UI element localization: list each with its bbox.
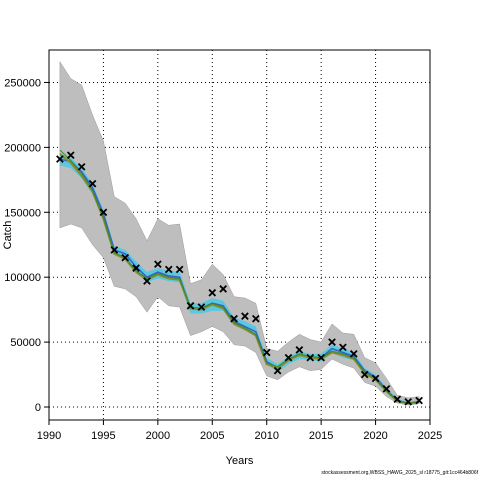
observed-marker-1994	[88, 179, 97, 188]
observed-marker-stroke	[295, 346, 304, 354]
observed-marker-stroke	[262, 348, 271, 357]
observed-marker-stroke	[404, 397, 413, 406]
observed-marker-stroke	[306, 353, 315, 362]
observed-marker-stroke	[251, 314, 260, 323]
observed-marker-stroke	[143, 277, 151, 285]
observed-marker-stroke	[230, 314, 238, 323]
observed-marker-stroke	[382, 385, 391, 393]
fitted-catch-line	[59, 158, 420, 404]
observed-marker-stroke	[99, 208, 108, 217]
observed-marker-1997	[121, 253, 130, 262]
observed-marker-stroke	[371, 374, 380, 383]
observed-marker-stroke	[219, 285, 228, 293]
observed-marker-2018	[349, 349, 358, 358]
y-tick-label-100000: 100000	[4, 272, 41, 284]
observed-marker-stroke	[241, 312, 249, 320]
observed-marker-2008	[241, 312, 249, 320]
confidence-bands	[59, 60, 420, 406]
observed-marker-1993	[77, 163, 86, 171]
observed-marker-2011	[273, 366, 282, 375]
observed-marker-stroke	[132, 264, 140, 272]
observed-marker-stroke	[77, 163, 86, 171]
observed-marker-stroke	[284, 353, 293, 362]
observed-marker-stroke	[88, 179, 97, 188]
observed-marker-2004	[197, 303, 206, 311]
observed-marker-2021	[382, 385, 391, 393]
observed-marker-2006	[219, 285, 228, 293]
observed-marker-2007	[230, 314, 238, 323]
x-tick-label-2025: 2025	[418, 430, 442, 442]
observed-marker-2010	[262, 348, 271, 357]
observed-marker-1998	[132, 264, 140, 272]
observed-marker-2001	[164, 265, 173, 274]
observed-marker-stroke	[328, 338, 336, 346]
observed-marker-2005	[208, 288, 217, 297]
x-tick-label-1995: 1995	[91, 430, 115, 442]
observed-marker-2012	[284, 353, 293, 362]
observed-marker-2002	[175, 265, 184, 274]
plot-frame	[48, 49, 431, 421]
observed-marker-2020	[371, 374, 380, 383]
observed-markers	[56, 151, 423, 406]
observed-marker-1995	[99, 208, 108, 217]
observed-marker-stroke	[360, 370, 369, 379]
x-tick-label-1990: 1990	[37, 430, 61, 442]
observed-marker-2009	[251, 314, 260, 323]
x-tick-label-2010: 2010	[254, 430, 278, 442]
observed-marker-2000	[154, 260, 162, 269]
observed-marker-stroke	[164, 265, 173, 274]
y-tick-label-250000: 250000	[4, 77, 41, 89]
y-tick-label-150000: 150000	[4, 207, 41, 219]
series-lines	[59, 149, 420, 405]
observed-marker-stroke	[66, 151, 75, 159]
green-catch-line	[59, 149, 420, 404]
outer-confidence-band	[59, 60, 420, 406]
observed-marker-2003	[186, 301, 195, 310]
observed-marker-1992	[66, 151, 75, 159]
observed-marker-1996	[110, 246, 119, 254]
observed-marker-stroke	[415, 396, 423, 405]
observed-marker-2017	[339, 343, 347, 352]
observed-marker-stroke	[56, 155, 64, 163]
observed-marker-stroke	[317, 353, 325, 362]
x-axis-title: Years	[226, 455, 254, 467]
observed-marker-2022	[393, 395, 402, 404]
observed-marker-stroke	[154, 260, 162, 269]
axes: 1990 1995 2000 2005 2010 2015 2020 2025 0 50000 10…	[4, 77, 442, 442]
observed-marker-2013	[295, 346, 304, 354]
observed-marker-1999	[143, 277, 151, 285]
observed-marker-2016	[328, 338, 336, 346]
y-tick-label-200000: 200000	[4, 142, 41, 154]
observed-marker-1991	[56, 155, 64, 163]
observed-marker-stroke	[273, 366, 282, 375]
observed-marker-2014	[306, 353, 315, 362]
observed-marker-2023	[404, 397, 413, 406]
observed-marker-2024	[415, 396, 423, 405]
y-axis-title: Catch	[2, 221, 14, 250]
y-tick-label-50000: 50000	[10, 337, 41, 349]
observed-marker-stroke	[197, 303, 206, 311]
observed-marker-stroke	[349, 349, 358, 358]
observed-marker-2015	[317, 353, 325, 362]
x-tick-label-2015: 2015	[309, 430, 333, 442]
x-tick-label-2000: 2000	[146, 430, 170, 442]
observed-marker-stroke	[110, 246, 119, 254]
observed-marker-stroke	[339, 343, 347, 352]
y-tick-label-0: 0	[35, 402, 41, 414]
footer-credit: stockassessment.org,WBSS_HAWG_2025_sl r1…	[321, 470, 478, 476]
observed-marker-2019	[360, 370, 369, 379]
olive-catch-line	[59, 153, 420, 405]
observed-marker-stroke	[175, 265, 184, 274]
x-tick-label-2020: 2020	[363, 430, 387, 442]
x-tick-label-2005: 2005	[200, 430, 224, 442]
observed-marker-stroke	[208, 288, 217, 297]
observed-marker-stroke	[186, 301, 195, 310]
observed-marker-stroke	[393, 395, 402, 404]
observed-marker-stroke	[121, 253, 130, 262]
